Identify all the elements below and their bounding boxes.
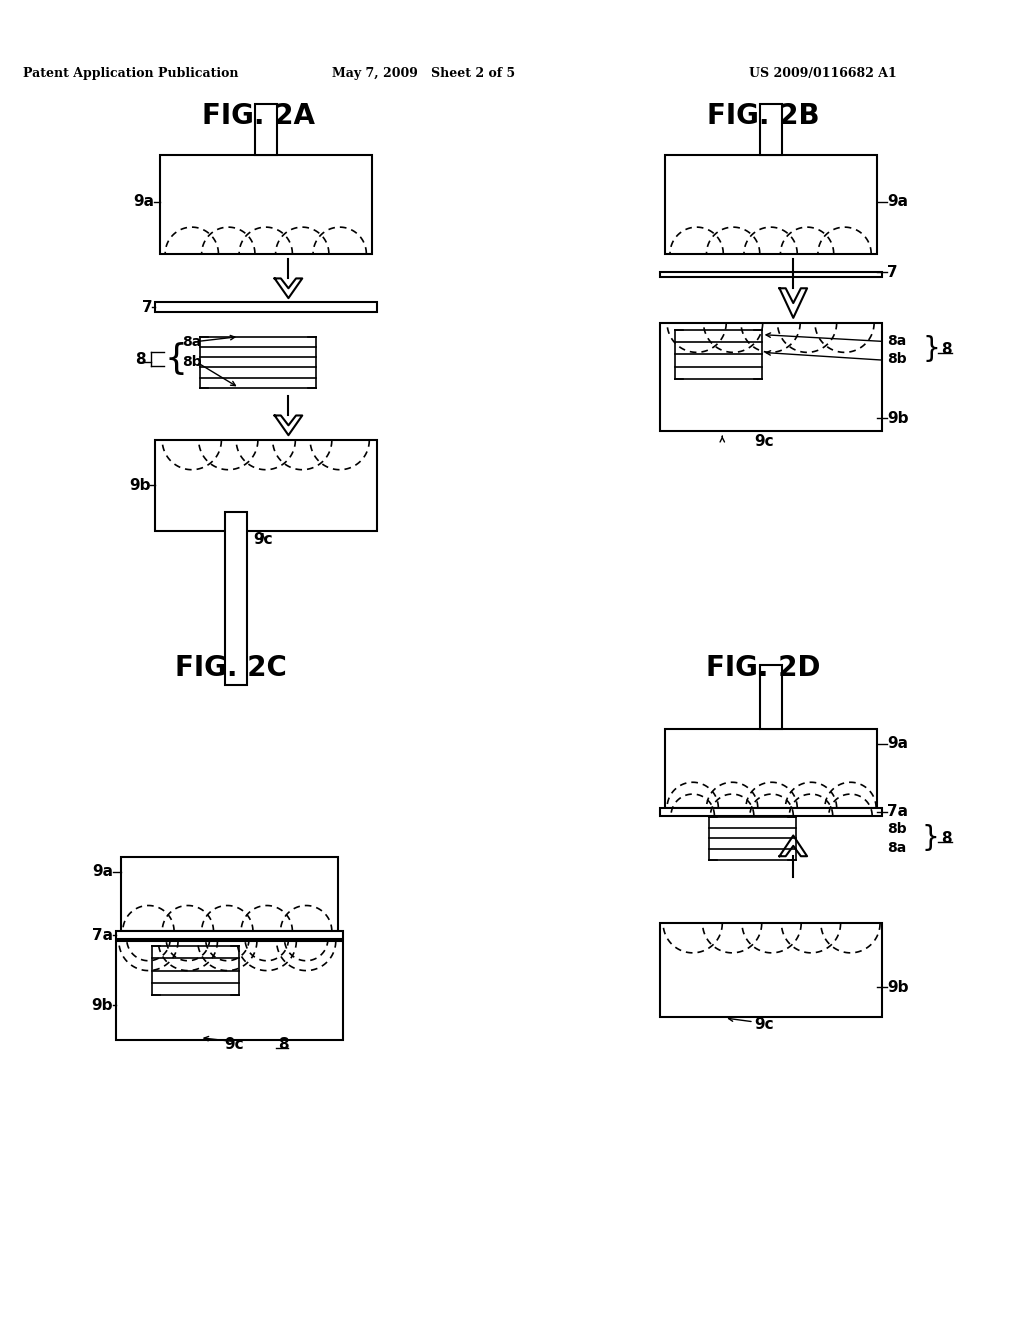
Text: 8: 8 xyxy=(941,342,951,356)
Bar xyxy=(156,302,377,312)
Bar xyxy=(660,923,882,1016)
Text: 7a: 7a xyxy=(887,804,908,820)
Text: 8a: 8a xyxy=(887,841,906,855)
Bar xyxy=(255,104,278,156)
Text: 9a: 9a xyxy=(887,737,908,751)
Bar xyxy=(121,857,338,931)
Text: 8: 8 xyxy=(135,351,145,367)
Text: }: } xyxy=(922,825,939,853)
Text: 8b: 8b xyxy=(887,821,906,836)
Text: 7: 7 xyxy=(887,265,898,280)
Text: {: { xyxy=(164,342,187,376)
Text: 9a: 9a xyxy=(887,194,908,209)
Text: 9a: 9a xyxy=(133,194,155,209)
Text: 8b: 8b xyxy=(887,352,906,366)
Text: 9b: 9b xyxy=(887,411,908,426)
Bar xyxy=(760,104,782,156)
Bar xyxy=(116,931,343,939)
Bar xyxy=(660,808,882,816)
Text: Patent Application Publication: Patent Application Publication xyxy=(23,67,239,79)
Text: 8a: 8a xyxy=(887,334,906,347)
Text: 8a: 8a xyxy=(182,334,201,348)
Bar xyxy=(156,440,377,531)
Bar xyxy=(666,729,878,808)
Text: 9b: 9b xyxy=(887,979,908,995)
Text: US 2009/0116682 A1: US 2009/0116682 A1 xyxy=(749,67,897,79)
Text: 9c: 9c xyxy=(253,532,272,548)
Text: 8: 8 xyxy=(279,1038,289,1052)
Text: May 7, 2009   Sheet 2 of 5: May 7, 2009 Sheet 2 of 5 xyxy=(332,67,515,79)
Bar xyxy=(660,323,882,432)
Text: FIG. 2D: FIG. 2D xyxy=(707,653,821,682)
Text: FIG. 2A: FIG. 2A xyxy=(203,102,315,129)
Text: FIG. 2C: FIG. 2C xyxy=(175,653,287,682)
Bar xyxy=(760,665,782,729)
Bar xyxy=(660,272,882,277)
Text: 8: 8 xyxy=(941,832,951,846)
Text: 9c: 9c xyxy=(224,1038,244,1052)
Text: 8b: 8b xyxy=(182,355,202,370)
Text: 9b: 9b xyxy=(129,478,151,492)
Text: 9c: 9c xyxy=(754,1018,773,1032)
Text: 9b: 9b xyxy=(91,998,113,1012)
Bar xyxy=(116,941,343,1040)
Text: FIG. 2B: FIG. 2B xyxy=(708,102,820,129)
Bar xyxy=(225,512,247,685)
Text: 7: 7 xyxy=(141,300,153,314)
Text: 9a: 9a xyxy=(92,865,113,879)
Text: 9c: 9c xyxy=(754,433,773,449)
Bar xyxy=(161,156,373,253)
Text: }: } xyxy=(923,335,940,363)
Text: 7a: 7a xyxy=(92,928,113,942)
Bar xyxy=(666,156,878,253)
